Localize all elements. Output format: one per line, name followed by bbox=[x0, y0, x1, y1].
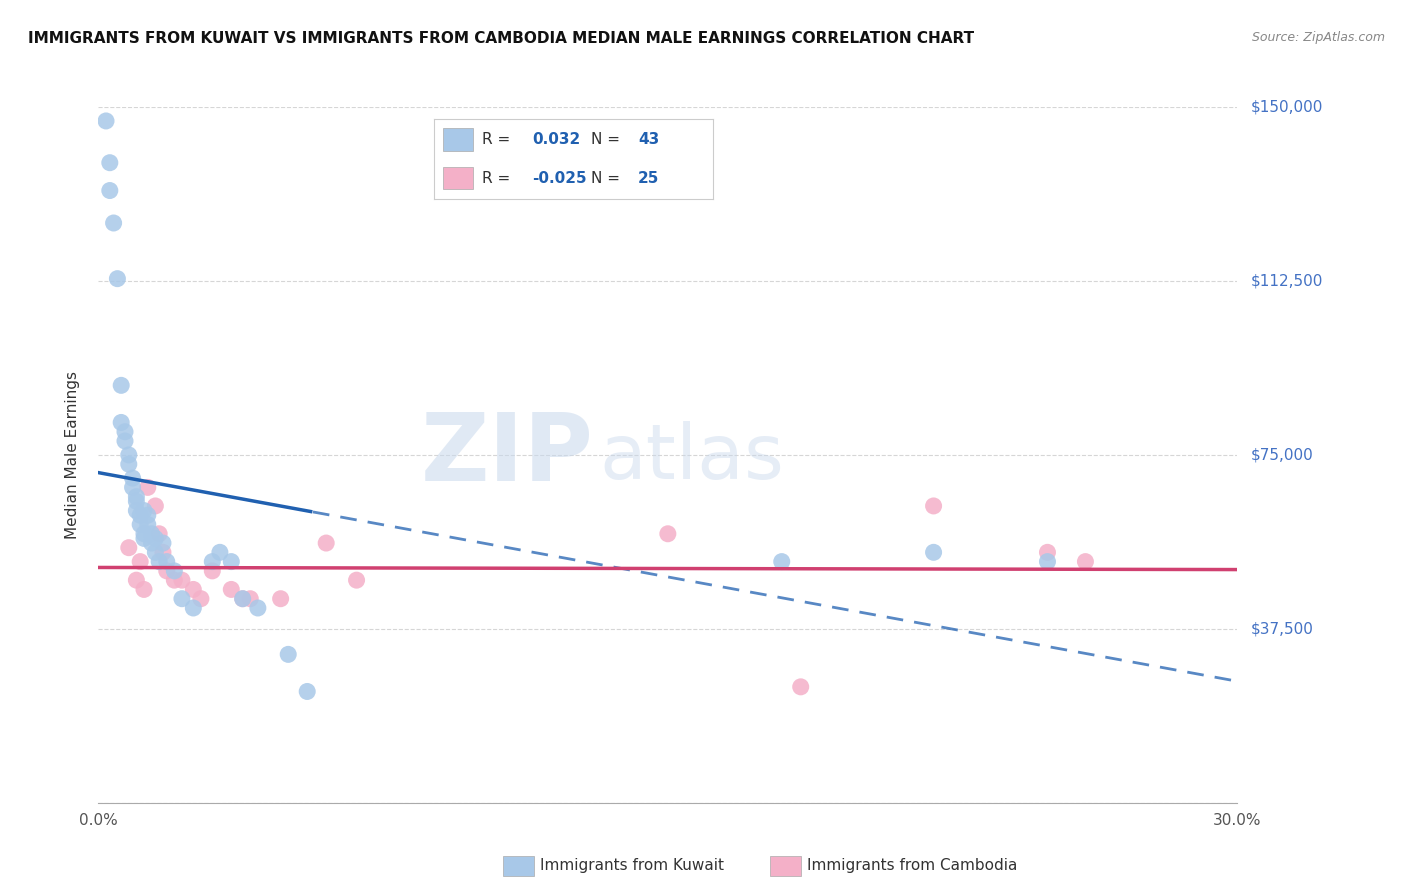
Text: $150,000: $150,000 bbox=[1251, 100, 1323, 114]
Point bbox=[125, 490, 148, 504]
Point bbox=[170, 591, 193, 606]
Point bbox=[277, 648, 299, 662]
Point bbox=[163, 573, 186, 587]
Point bbox=[118, 541, 141, 555]
Point bbox=[110, 416, 132, 430]
Point bbox=[121, 480, 143, 494]
Point bbox=[232, 591, 254, 606]
Point bbox=[114, 434, 136, 448]
Text: $37,500: $37,500 bbox=[1251, 622, 1315, 636]
Point bbox=[201, 564, 224, 578]
Point bbox=[129, 517, 152, 532]
Point bbox=[246, 601, 269, 615]
Point bbox=[922, 499, 945, 513]
Point bbox=[145, 545, 167, 559]
Point bbox=[145, 532, 167, 546]
Point bbox=[183, 582, 205, 597]
Point bbox=[118, 448, 141, 462]
Point bbox=[208, 545, 231, 559]
Point bbox=[221, 555, 243, 569]
Point bbox=[152, 536, 174, 550]
Point bbox=[107, 271, 129, 285]
Point bbox=[152, 545, 174, 559]
Point bbox=[121, 471, 143, 485]
Point bbox=[114, 425, 136, 439]
Point bbox=[315, 536, 337, 550]
Point bbox=[790, 680, 813, 694]
Point bbox=[148, 555, 170, 569]
Point bbox=[129, 508, 152, 523]
Point bbox=[297, 684, 319, 698]
Y-axis label: Median Male Earnings: Median Male Earnings bbox=[65, 371, 80, 539]
Point bbox=[657, 526, 679, 541]
Point bbox=[141, 536, 163, 550]
Point bbox=[145, 499, 167, 513]
Point bbox=[103, 216, 125, 230]
Point bbox=[141, 526, 163, 541]
Text: atlas: atlas bbox=[599, 421, 785, 495]
Point bbox=[1036, 545, 1059, 559]
Text: Source: ZipAtlas.com: Source: ZipAtlas.com bbox=[1251, 31, 1385, 45]
Text: $112,500: $112,500 bbox=[1251, 274, 1323, 288]
Point bbox=[156, 555, 179, 569]
Point bbox=[1074, 555, 1097, 569]
Point bbox=[125, 503, 148, 517]
Point bbox=[118, 457, 141, 471]
Point bbox=[132, 526, 155, 541]
Text: $75,000: $75,000 bbox=[1251, 448, 1315, 462]
Point bbox=[148, 526, 170, 541]
Point bbox=[239, 591, 262, 606]
Point bbox=[98, 155, 121, 169]
Point bbox=[110, 378, 132, 392]
Point bbox=[132, 582, 155, 597]
Point bbox=[201, 555, 224, 569]
Point bbox=[132, 503, 155, 517]
Point bbox=[270, 591, 292, 606]
Text: Immigrants from Kuwait: Immigrants from Kuwait bbox=[540, 858, 724, 872]
Point bbox=[136, 508, 159, 523]
Point bbox=[1036, 555, 1059, 569]
Point bbox=[346, 573, 368, 587]
Point bbox=[136, 517, 159, 532]
Text: Immigrants from Cambodia: Immigrants from Cambodia bbox=[807, 858, 1018, 872]
Point bbox=[125, 573, 148, 587]
Point bbox=[232, 591, 254, 606]
Point bbox=[94, 114, 117, 128]
Point bbox=[132, 532, 155, 546]
Point bbox=[183, 601, 205, 615]
Point bbox=[129, 555, 152, 569]
Point bbox=[136, 480, 159, 494]
Text: IMMIGRANTS FROM KUWAIT VS IMMIGRANTS FROM CAMBODIA MEDIAN MALE EARNINGS CORRELAT: IMMIGRANTS FROM KUWAIT VS IMMIGRANTS FRO… bbox=[28, 31, 974, 46]
Point bbox=[170, 573, 193, 587]
Point bbox=[125, 494, 148, 508]
Point bbox=[770, 555, 793, 569]
Point bbox=[98, 184, 121, 198]
Point bbox=[221, 582, 243, 597]
Point bbox=[190, 591, 212, 606]
Text: ZIP: ZIP bbox=[420, 409, 593, 501]
Point bbox=[156, 564, 179, 578]
Point bbox=[922, 545, 945, 559]
Point bbox=[163, 564, 186, 578]
